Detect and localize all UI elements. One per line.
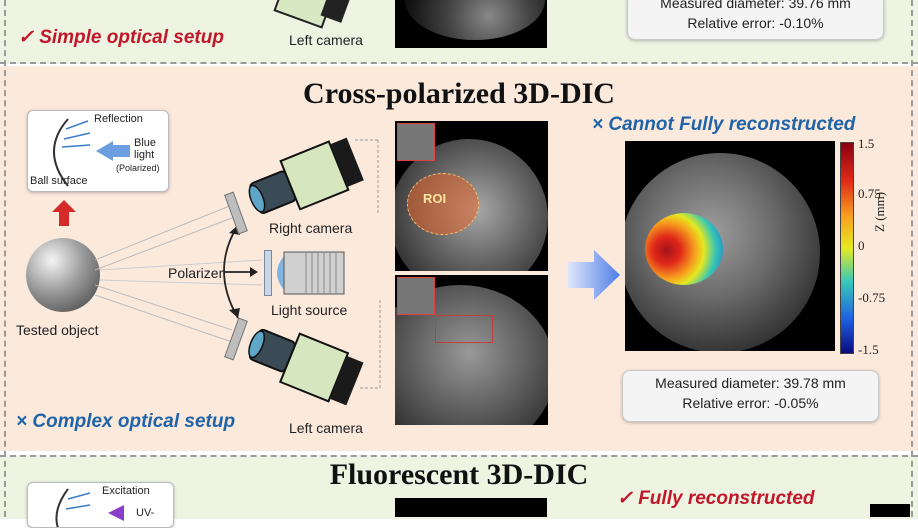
excitation-label: Excitation (102, 485, 150, 497)
result-arrow-icon (568, 250, 620, 300)
top-relative-error: Relative error: -0.10% (687, 15, 824, 31)
tested-object-sphere (26, 238, 100, 312)
uv-label: UV- (136, 507, 155, 519)
complex-setup-note: × Complex optical setup (16, 411, 236, 432)
left-camera-top-icon (273, 0, 352, 29)
ball-surface-label: Ball surface (30, 175, 88, 187)
top-left-camera-label: Left camera (289, 32, 363, 48)
reconstruction-image (625, 141, 835, 351)
left-camera-icon (248, 328, 364, 406)
left-dashed-border (4, 0, 6, 517)
light-source-label: Light source (271, 302, 348, 318)
colorbar-tick-4: -0.75 (858, 290, 886, 305)
light-source-icon (277, 251, 345, 295)
red-up-arrow-icon (52, 200, 76, 226)
fully-reconstructed-note: ✓ Fully reconstructed (617, 488, 815, 509)
simple-setup-note: ✓ Simple optical setup (18, 27, 224, 48)
right-camera-label: Right camera (269, 220, 353, 236)
colorbar-label: Z (mm) (872, 191, 887, 232)
right-dashed-border (911, 0, 913, 517)
source-polarizer-plate (264, 250, 272, 296)
colorbar-tick-1: 1.5 (858, 136, 875, 151)
fluorescent-title: Fluorescent 3D-DIC (329, 458, 589, 491)
left-camera-label: Left camera (289, 420, 363, 436)
bottom-result-image (870, 504, 910, 517)
left-zoom-thumbnail (397, 277, 435, 315)
bottom-speckle-image (395, 498, 547, 517)
roi-label: ROI (423, 191, 447, 206)
left-camera-speckle-image (395, 275, 548, 425)
excitation-inset: Excitation UV- (27, 482, 174, 528)
tested-object-label: Tested object (16, 322, 99, 338)
reflection-inset: Reflection Blue light (Polarized) Ball s… (27, 110, 169, 192)
top-measurement-box: Measured diameter: 39.76 mm Relative err… (627, 0, 884, 40)
optical-rays (94, 139, 381, 389)
colorbar-tick-3: 0 (858, 238, 865, 253)
blue-light-label: Blue (134, 137, 157, 149)
colorbar (840, 142, 854, 354)
cannot-reconstruct-note: × Cannot Fully reconstructed (592, 114, 856, 135)
right-zoom-thumbnail (397, 123, 435, 161)
middle-measurement-box: Measured diameter: 39.78 mm Relative err… (622, 370, 879, 422)
height-map-overlay (645, 213, 723, 285)
ball-surface-drawing (53, 118, 130, 187)
blue-light-label-2: light (134, 149, 155, 161)
top-speckle-image (395, 0, 547, 48)
excitation-drawing (55, 488, 124, 527)
left-zoom-region (435, 315, 493, 343)
reflection-label: Reflection (94, 113, 143, 125)
polarizer-label: Polarizer (168, 265, 224, 281)
cross-polarized-title: Cross-polarized 3D-DIC (303, 77, 615, 110)
right-camera-speckle-image: ROI (395, 121, 548, 271)
colorbar-tick-5: -1.5 (858, 342, 879, 357)
polarized-label: (Polarized) (116, 163, 160, 173)
middle-relative-error: Relative error: -0.05% (682, 395, 819, 411)
right-camera-icon (248, 137, 364, 215)
top-measured-diameter: Measured diameter: 39.76 mm (660, 0, 851, 11)
colorbar-tick-2: 0.75 (858, 186, 881, 201)
middle-measured-diameter: Measured diameter: 39.78 mm (655, 375, 846, 391)
